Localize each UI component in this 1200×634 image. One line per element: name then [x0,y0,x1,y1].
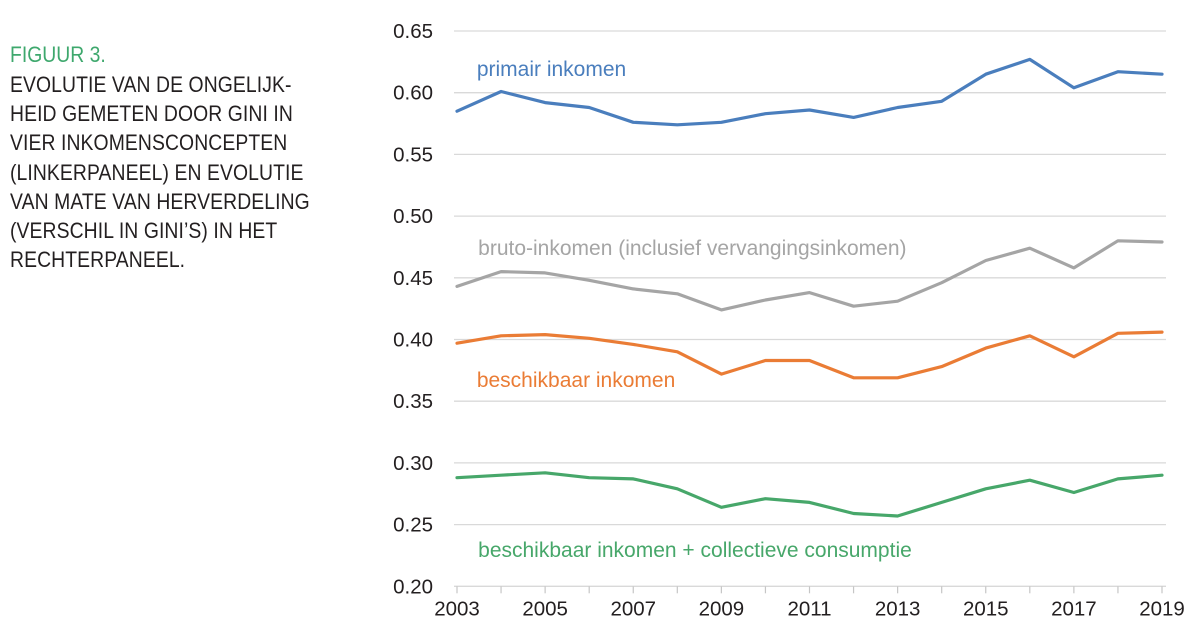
caption-line: HEID GEMETEN DOOR GINI IN [10,101,293,127]
caption-line: EVOLUTIE VAN DE ONGELIJK- [10,72,292,97]
y-tick-label: 0.25 [393,514,433,537]
caption-line: (LINKERPANEEL) EN EVOLUTIE [10,159,304,185]
y-tick-label: 0.55 [393,143,433,166]
x-tick-label: 2009 [699,597,745,620]
x-tick-label: 2013 [875,597,921,620]
y-tick-label: 0.20 [393,575,433,598]
y-tick-label: 0.35 [393,390,433,413]
x-tick-label: 2015 [963,597,1009,620]
x-tick-label: 2017 [1051,597,1097,620]
caption-line: VAN MATE VAN HERVERDELING [10,188,310,214]
figure-caption: FIGUUR 3. EVOLUTIE VAN DE ONGELIJK- HEID… [10,40,370,274]
y-tick-label: 0.40 [393,329,433,352]
series-line-beschikbaar-inkomen [455,330,1164,380]
y-tick-label: 0.50 [393,205,433,228]
caption-line: (VERSCHIL IN GINI’S) IN HET [10,218,278,244]
caption-line: VIER INKOMENSCONCEPTEN [10,130,288,156]
series-label-beschikbaar-inkomen: beschikbaar inkomen [477,369,675,392]
figure-label: FIGUUR 3. [10,42,106,67]
series-label-beschikbaar-inkomen-collectieve-consumptie: beschikbaar inkomen + collectieve consum… [478,539,912,562]
series-line-bruto-inkomen-inclusief-vervangingsinkomen [455,239,1164,312]
series-label-bruto-inkomen-inclusief-vervangingsinkomen: bruto-inkomen (inclusief vervangingsinko… [478,237,906,260]
series-label-primair-inkomen: primair inkomen [477,58,626,81]
x-tick-label: 2005 [522,597,568,620]
y-tick-label: 0.65 [393,20,433,43]
series-line-primair-inkomen [455,57,1164,127]
series-line-beschikbaar-inkomen-collectieve-consumptie [455,471,1164,518]
y-tick-label: 0.45 [393,267,433,290]
caption-line: RECHTERPANEEL. [10,247,186,273]
x-tick-label: 2003 [434,597,480,620]
x-tick-label: 2019 [1139,597,1185,620]
x-tick-label: 2011 [787,597,831,620]
x-tick-label: 2007 [610,597,656,620]
y-tick-label: 0.60 [393,82,433,105]
y-tick-label: 0.30 [393,452,433,475]
